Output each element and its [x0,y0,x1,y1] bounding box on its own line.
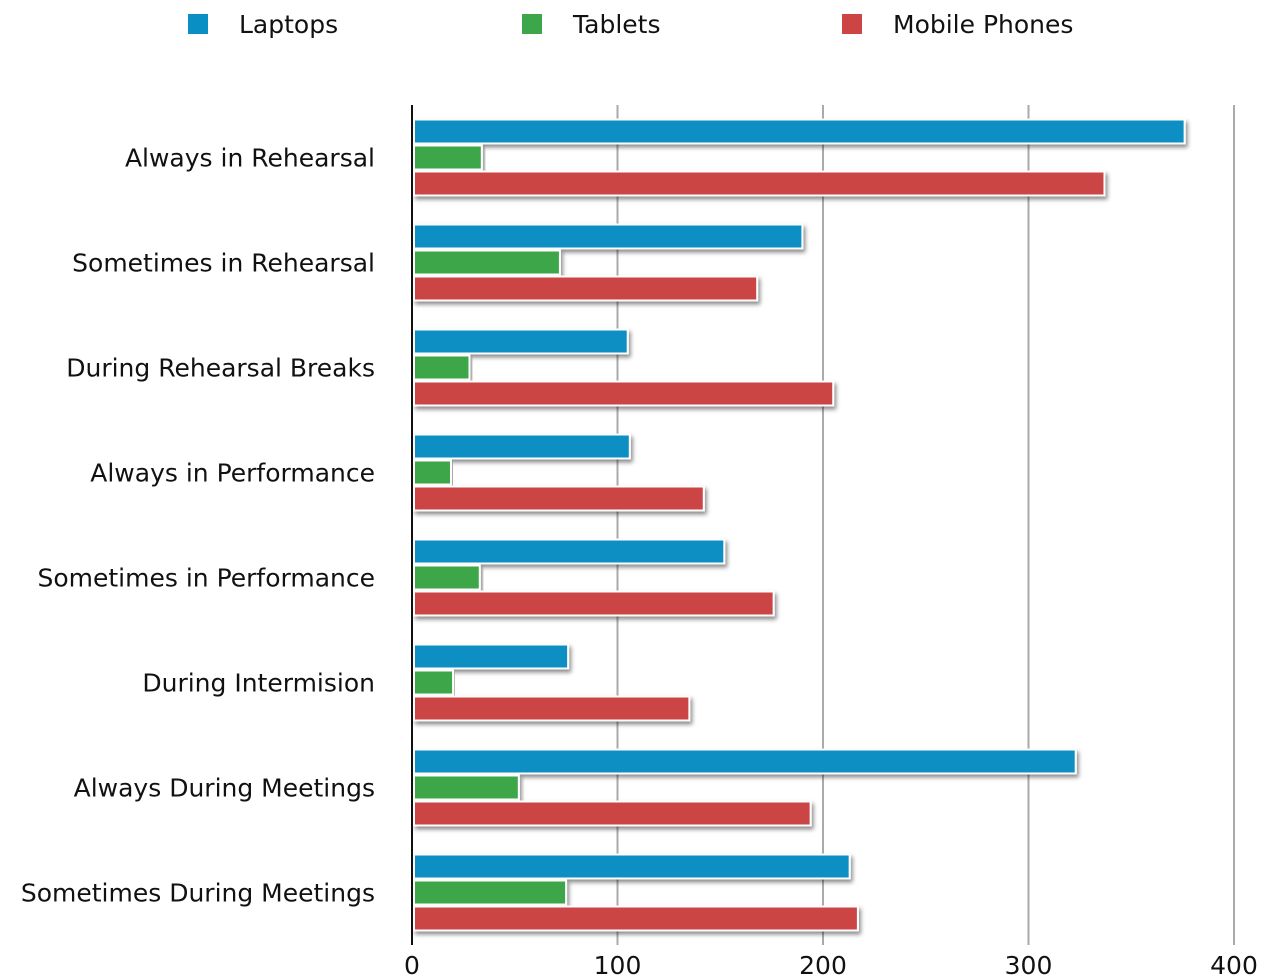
bar [413,328,629,355]
bar [413,669,455,696]
bar [413,223,804,250]
bar [413,459,452,486]
bar [413,774,520,801]
bar [413,433,631,460]
bar [413,800,812,827]
legend-label: Laptops [239,10,338,39]
bar [413,275,759,302]
y-tick-label: Always in Performance [90,459,375,488]
y-tick-label: Always During Meetings [74,774,375,803]
legend-swatch [188,14,208,34]
bar [413,144,483,171]
bar [413,748,1077,775]
bar [413,354,471,381]
legend-swatch [522,14,542,34]
x-tick-label: 400 [1210,951,1258,976]
legend-swatch [842,14,862,34]
y-tick-label: Sometimes in Performance [37,564,375,593]
legend-label: Tablets [572,10,660,39]
legend-label: Mobile Phones [893,10,1073,39]
y-tick-label: During Rehearsal Breaks [66,354,375,383]
y-tick-label: Sometimes in Rehearsal [72,249,375,278]
y-tick-label: Always in Rehearsal [125,144,375,173]
bar [413,538,726,565]
bars [413,118,1186,932]
x-tick-label: 100 [594,951,642,976]
labels: 0 100 200 300 400 Always in Rehearsal Sometime… [21,10,1258,976]
bar [413,695,691,722]
y-tick-label: During Intermision [142,669,375,698]
x-tick-label: 200 [799,951,847,976]
bar [413,643,570,670]
bar [413,590,775,617]
bar [413,905,859,932]
bar [413,380,835,407]
x-tick-label: 0 [404,951,420,976]
bar [413,485,705,512]
bar [413,564,481,591]
bar [413,853,851,880]
bar [413,249,561,276]
bar [413,879,568,906]
x-tick-label: 300 [1005,951,1053,976]
bar [413,118,1186,145]
y-tick-label: Sometimes During Meetings [21,879,375,908]
bar [413,170,1106,197]
